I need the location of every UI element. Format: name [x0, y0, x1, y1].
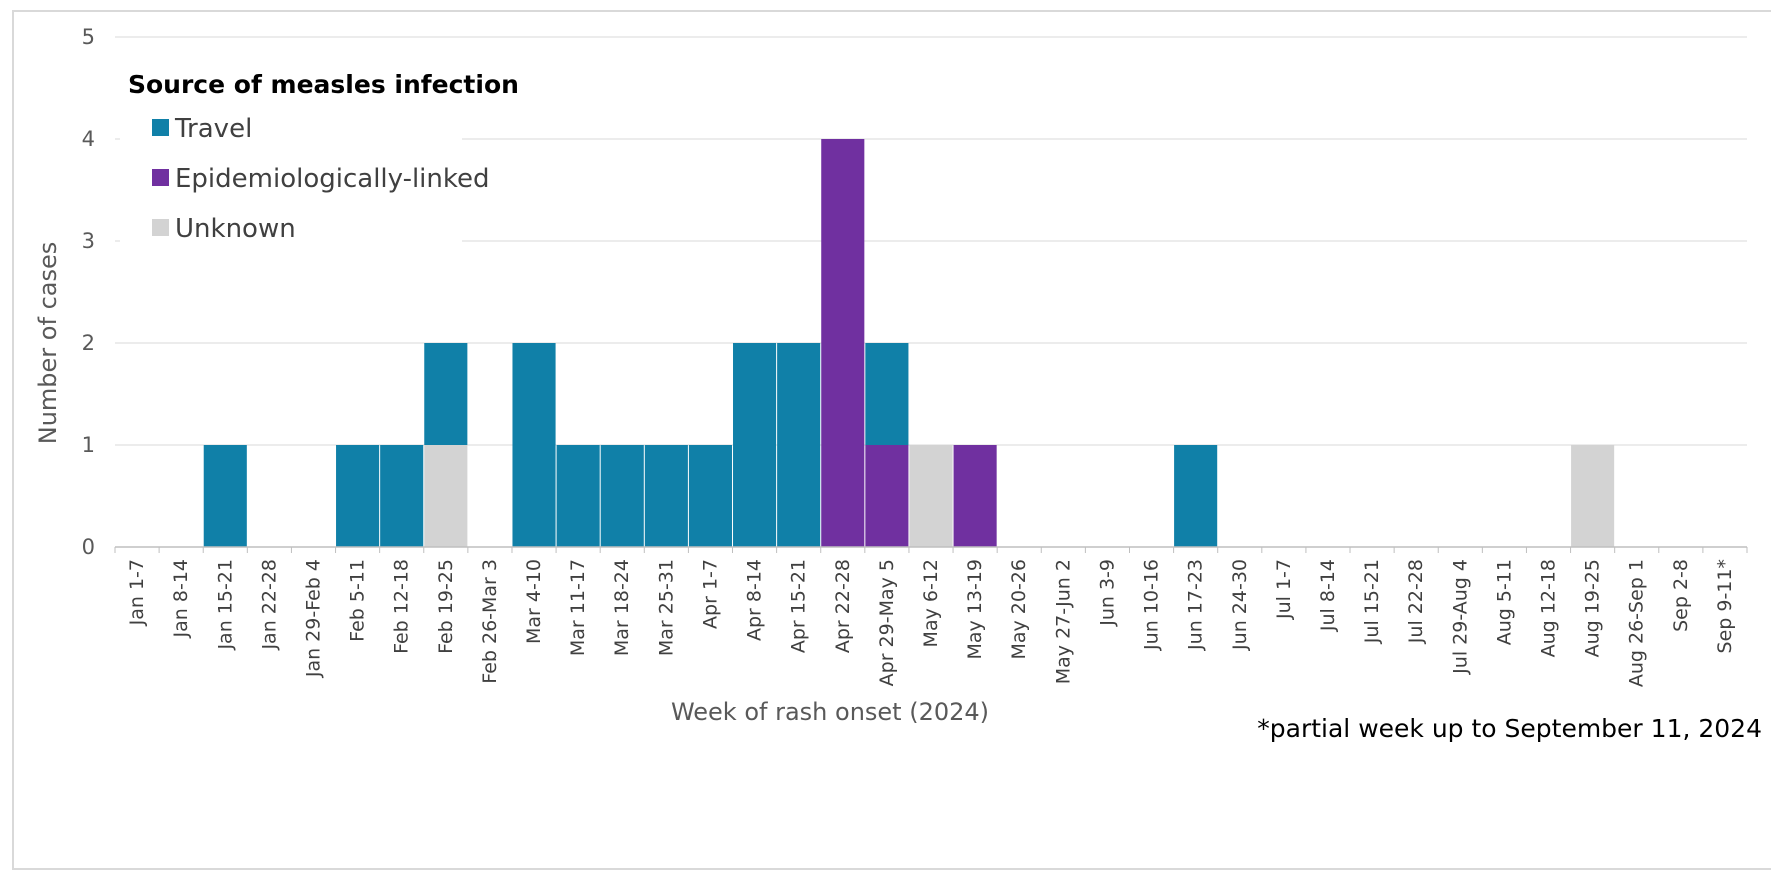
bar-epidemiologically-linked-19: [953, 445, 997, 547]
x-tick-label: May 13-19: [964, 559, 986, 660]
x-axis: Jan 1-7 Jan 8-14 Jan 15-21 Jan 22-28 Jan 29-…: [114, 546, 1748, 687]
legend-background: [120, 62, 462, 252]
x-tick-label: Jan 8-14: [170, 559, 192, 638]
x-tick-label: May 27-Jun 2: [1052, 559, 1074, 684]
x-tick-label: Aug 26-Sep 1: [1626, 559, 1648, 687]
legend-swatch-epidemiologically-linked: [152, 169, 169, 186]
x-tick-label: Jan 15-21: [214, 559, 236, 651]
legend-label-unknown: Unknown: [175, 214, 296, 244]
y-tick-label: 0: [82, 535, 95, 559]
x-tick-label: Feb 19-25: [435, 559, 457, 654]
legend-label-travel: Travel: [174, 114, 252, 144]
x-tick-label: Jun 24-30: [1229, 559, 1251, 651]
bar-travel-15: [777, 343, 821, 547]
bar-travel-2: [203, 445, 247, 547]
x-tick-label: Jul 15-21: [1361, 559, 1383, 644]
x-tick-label: Feb 5-11: [347, 559, 369, 642]
bar-unknown-33: [1571, 445, 1615, 547]
bar-travel-9: [512, 343, 556, 547]
x-tick-label: Jan 1-7: [126, 559, 148, 626]
x-tick-label: Sep 9-11*: [1714, 559, 1736, 653]
bar-travel-6: [380, 445, 424, 547]
x-tick-label: Mar 25-31: [655, 559, 677, 656]
bar-travel-7: [424, 343, 468, 445]
bar-travel-12: [644, 445, 688, 547]
bar-epidemiologically-linked-16: [821, 139, 865, 547]
y-axis: 0 1 2 3 4 5: [82, 25, 95, 559]
bar-travel-13: [688, 445, 733, 547]
bar-travel-17: [865, 343, 909, 445]
y-tick-label: 5: [82, 25, 95, 49]
x-tick-label: Apr 8-14: [744, 559, 766, 641]
x-tick-label: Jan 29-Feb 4: [302, 559, 324, 678]
x-tick-label: May 20-26: [1008, 559, 1030, 660]
x-tick-label: Jan 22-28: [258, 559, 280, 651]
x-tick-label: Feb 26-Mar 3: [479, 559, 501, 684]
x-tick-label: Jun 3-9: [1096, 559, 1118, 627]
y-tick-label: 1: [82, 433, 95, 457]
x-tick-label: Apr 1-7: [699, 559, 721, 629]
x-tick-label: Aug 19-25: [1582, 559, 1604, 657]
x-tick-label: Sep 2-8: [1670, 559, 1692, 632]
bar-travel-24: [1174, 445, 1218, 547]
y-tick-label: 4: [82, 127, 95, 151]
legend-label-epidemiologically-linked: Epidemiologically-linked: [175, 164, 490, 194]
legend: Travel Epidemiologically-linked Unknown: [152, 114, 490, 244]
y-tick-label: 3: [82, 229, 95, 253]
bar-travel-10: [556, 445, 600, 547]
bar-unknown-18: [909, 445, 953, 547]
footnote: *partial week up to September 11, 2024: [1257, 714, 1762, 743]
bar-unknown-7: [424, 445, 468, 547]
x-tick-label: Mar 18-24: [611, 559, 633, 656]
legend-swatch-unknown: [152, 219, 169, 236]
x-tick-label: Jun 10-16: [1141, 559, 1163, 651]
x-tick-label: Apr 29-May 5: [876, 559, 898, 686]
x-tick-label: Jul 29-Aug 4: [1449, 559, 1471, 675]
x-tick-label: Jul 22-28: [1405, 559, 1427, 644]
x-tick-label: Mar 4-10: [523, 559, 545, 644]
y-axis-title: Number of cases: [34, 242, 62, 444]
x-tick-label: Jul 1-7: [1273, 559, 1295, 620]
x-tick-label: Feb 12-18: [391, 559, 413, 654]
bar-epidemiologically-linked-17: [865, 445, 909, 547]
x-tick-label: May 6-12: [920, 559, 942, 647]
bar-travel-11: [600, 445, 644, 547]
x-tick-label: Jul 8-14: [1317, 559, 1339, 632]
x-tick-label: Apr 22-28: [832, 559, 854, 653]
x-tick-label: Aug 12-18: [1538, 559, 1560, 657]
x-tick-label: Apr 15-21: [788, 559, 810, 653]
legend-swatch-travel: [152, 119, 169, 136]
y-tick-label: 2: [82, 331, 95, 355]
x-tick-label: Jun 17-23: [1185, 559, 1207, 651]
bar-travel-14: [733, 343, 777, 547]
x-axis-title: Week of rash onset (2024): [671, 698, 989, 726]
x-tick-label: Aug 5-11: [1493, 559, 1515, 645]
bar-travel-5: [336, 445, 380, 547]
bars: [203, 139, 1615, 547]
legend-title: Source of measles infection: [128, 70, 519, 99]
x-tick-label: Mar 11-17: [567, 559, 589, 656]
